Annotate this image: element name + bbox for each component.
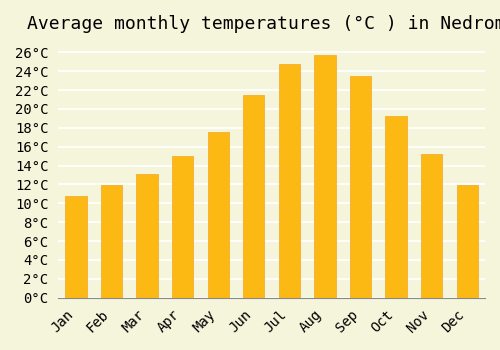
Bar bbox=[66, 196, 86, 298]
Bar bbox=[350, 76, 371, 298]
Bar bbox=[243, 95, 264, 298]
Bar bbox=[101, 186, 122, 298]
Bar bbox=[314, 55, 336, 298]
Bar bbox=[136, 174, 158, 298]
Bar bbox=[278, 64, 300, 298]
Bar bbox=[421, 154, 442, 298]
Bar bbox=[208, 132, 229, 298]
Bar bbox=[386, 117, 407, 298]
Bar bbox=[172, 156, 194, 298]
Title: Average monthly temperatures (°C ) in Nedroma: Average monthly temperatures (°C ) in Ne… bbox=[27, 15, 500, 33]
Bar bbox=[456, 186, 478, 298]
